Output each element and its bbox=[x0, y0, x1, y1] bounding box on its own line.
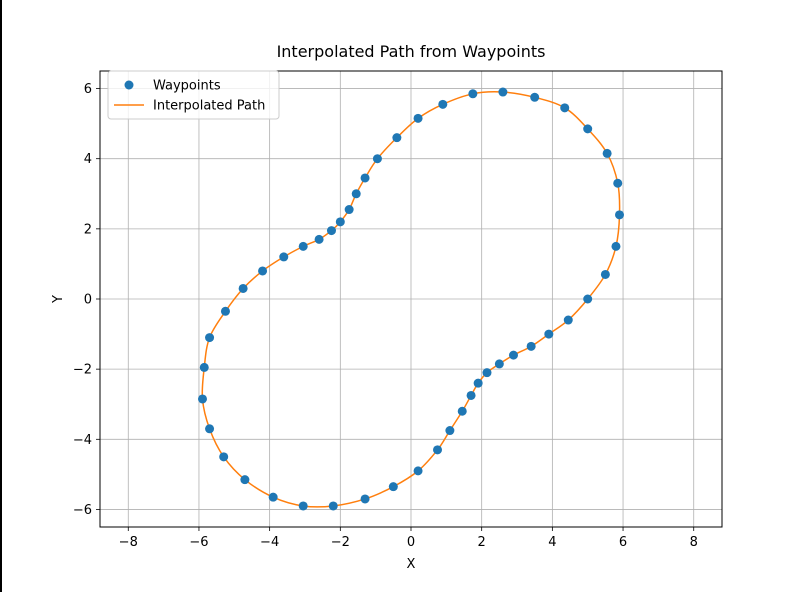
waypoint-marker bbox=[326, 226, 336, 236]
waypoint-marker bbox=[433, 445, 443, 455]
chart-title: Interpolated Path from Waypoints bbox=[277, 42, 546, 61]
waypoint-marker bbox=[466, 390, 476, 400]
waypoint-marker bbox=[392, 133, 402, 143]
y-tick-label: 0 bbox=[84, 293, 92, 308]
waypoint-marker bbox=[482, 368, 492, 378]
waypoint-marker bbox=[611, 241, 621, 251]
waypoint-marker bbox=[600, 269, 610, 279]
waypoint-marker bbox=[413, 113, 423, 123]
legend-waypoints-label: Waypoints bbox=[153, 79, 221, 94]
x-tick-label: 4 bbox=[548, 535, 556, 550]
waypoint-marker bbox=[344, 205, 354, 215]
waypoint-marker bbox=[473, 378, 483, 388]
legend-box bbox=[107, 70, 280, 120]
x-tick-label: 2 bbox=[478, 535, 486, 550]
waypoint-marker bbox=[413, 466, 423, 476]
x-tick-label: 6 bbox=[619, 535, 627, 550]
waypoint-marker bbox=[205, 424, 215, 434]
waypoints-series bbox=[197, 87, 625, 511]
x-tick-label: 0 bbox=[407, 535, 415, 550]
y-tick-label: −4 bbox=[73, 433, 92, 448]
legend-path-label: Interpolated Path bbox=[153, 99, 265, 114]
y-tick-label: 4 bbox=[84, 152, 92, 167]
waypoint-marker bbox=[583, 294, 593, 304]
waypoint-marker bbox=[298, 501, 308, 511]
waypoint-marker bbox=[205, 333, 215, 343]
y-axis-label: Y bbox=[51, 295, 66, 304]
y-tick-label: −6 bbox=[73, 503, 92, 518]
y-tick-label: 6 bbox=[84, 82, 92, 97]
waypoint-marker bbox=[445, 426, 455, 436]
x-axis-ticks: −8 −6 −4 −2 0 2 4 6 8 bbox=[119, 527, 698, 550]
waypoint-marker bbox=[560, 103, 570, 113]
waypoint-marker bbox=[219, 452, 229, 462]
x-tick-label: −2 bbox=[331, 535, 350, 550]
waypoint-marker bbox=[314, 234, 324, 244]
waypoint-marker bbox=[602, 148, 612, 158]
waypoint-marker bbox=[197, 394, 207, 404]
waypoint-marker bbox=[238, 283, 248, 293]
waypoint-marker bbox=[526, 341, 536, 351]
waypoint-marker bbox=[351, 189, 361, 199]
y-tick-label: −2 bbox=[73, 363, 92, 378]
waypoint-marker bbox=[220, 306, 230, 316]
y-tick-label: 2 bbox=[84, 222, 92, 237]
waypoint-marker bbox=[335, 217, 345, 227]
waypoint-marker bbox=[508, 350, 518, 360]
x-tick-label: −4 bbox=[260, 535, 279, 550]
waypoint-marker bbox=[498, 87, 508, 97]
waypoint-marker bbox=[298, 241, 308, 251]
window-edge bbox=[0, 0, 2, 592]
y-axis-ticks: −6 −4 −2 0 2 4 6 bbox=[73, 82, 100, 518]
waypoint-marker bbox=[583, 124, 593, 134]
waypoint-marker bbox=[494, 359, 504, 369]
waypoint-marker bbox=[258, 266, 268, 276]
waypoint-marker bbox=[438, 99, 448, 109]
waypoint-marker bbox=[388, 482, 398, 492]
waypoint-marker bbox=[328, 501, 338, 511]
waypoint-marker bbox=[372, 154, 382, 164]
waypoint-marker bbox=[468, 89, 478, 99]
x-tick-label: −6 bbox=[189, 535, 208, 550]
x-tick-label: −8 bbox=[119, 535, 138, 550]
waypoint-marker bbox=[240, 475, 250, 485]
waypoint-marker bbox=[279, 252, 289, 262]
waypoint-marker bbox=[360, 494, 370, 504]
waypoint-marker bbox=[563, 315, 573, 325]
waypoint-marker bbox=[199, 362, 209, 372]
legend: Waypoints Interpolated Path bbox=[107, 70, 280, 120]
waypoint-marker bbox=[457, 406, 467, 416]
x-axis-label: X bbox=[407, 557, 416, 572]
waypoint-marker bbox=[613, 178, 623, 188]
x-tick-label: 8 bbox=[690, 535, 698, 550]
waypoint-marker bbox=[544, 329, 554, 339]
grid bbox=[100, 71, 722, 527]
legend-waypoints-marker bbox=[124, 80, 134, 90]
waypoint-marker bbox=[530, 92, 540, 102]
waypoint-marker bbox=[360, 173, 370, 183]
waypoint-marker bbox=[268, 492, 278, 502]
waypoint-marker bbox=[615, 210, 625, 220]
